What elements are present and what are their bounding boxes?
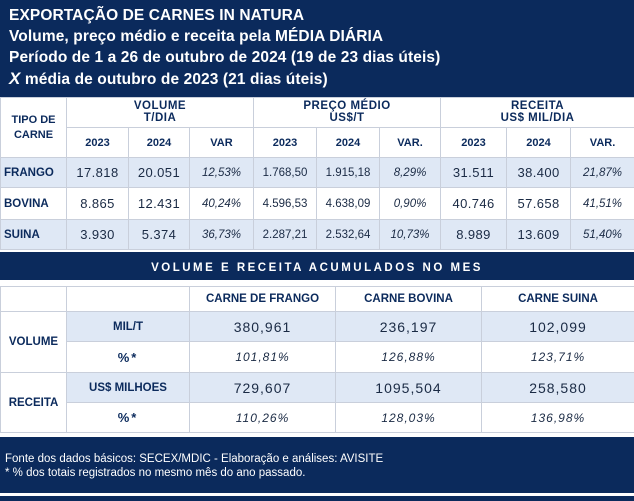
receita-row-label: RECEITA — [0, 372, 67, 433]
row-label-suina: SUINA — [0, 219, 67, 250]
table-row: SUINA 3.930 5.374 36,73% 2.287,21 2.532,… — [0, 219, 634, 250]
receita-pct-label: %* — [66, 402, 190, 433]
cell-value: 8,29% — [378, 157, 442, 188]
cell-value: 0,90% — [378, 187, 442, 220]
cell-value: 4.596,53 — [253, 187, 317, 220]
footnote: * % dos totais registrados no mesmo mês … — [5, 467, 306, 479]
cell-value: 12.431 — [128, 187, 190, 220]
cell-value: 1.768,50 — [253, 157, 317, 188]
vol-2023-header: 2023 — [66, 127, 129, 158]
preco-header: PREÇO MÉDIO US$/T — [252, 97, 442, 128]
source-footer: Fonte dos dados básicos: SECEX/MDIC - El… — [0, 437, 634, 493]
cell-value: 5.374 — [128, 219, 190, 250]
row-label-bovina: BOVINA — [0, 187, 67, 220]
col-header-frango: CARNE DE FRANGO — [189, 286, 336, 312]
header-comparison-text: média de outubro de 2023 (21 dias úteis) — [20, 71, 328, 88]
cell-value: 38.400 — [506, 157, 572, 188]
header-subtitle: Volume, preço médio e receita pela MÉDIA… — [9, 28, 384, 45]
header-x-mark: X — [9, 69, 21, 88]
volume-unit-label: MIL/T — [66, 311, 190, 342]
volume-header: VOLUME T/DIA — [66, 97, 254, 128]
vol-2024-header: 2024 — [128, 127, 190, 158]
cell-value: 41,51% — [570, 187, 634, 220]
cell-value: 4.638,09 — [316, 187, 380, 220]
volume-row-label: VOLUME — [0, 311, 67, 373]
cell-value: 2.287,21 — [253, 219, 317, 250]
cell-value: 101,81% — [189, 341, 336, 373]
cell-value: 1.915,18 — [316, 157, 380, 188]
cell-value: 3.930 — [66, 219, 129, 250]
volume-pct-label: %* — [66, 341, 190, 373]
cell-value: 10,73% — [378, 219, 442, 250]
cell-value: 2.532,64 — [316, 219, 380, 250]
cell-value: 51,40% — [570, 219, 634, 250]
bottom-border — [0, 496, 634, 501]
cell-value: 57.658 — [506, 187, 572, 220]
empty-corner — [66, 286, 190, 312]
receita-2024-header: 2024 — [506, 127, 572, 158]
cell-value: 128,03% — [335, 402, 482, 433]
cell-value: 40.746 — [440, 187, 508, 220]
cell-value: 36,73% — [189, 219, 254, 250]
daily-average-table: TIPO DE CARNE VOLUME T/DIA PREÇO MÉDIO US$… — [0, 97, 634, 250]
preco-2023-header: 2023 — [253, 127, 317, 158]
header-period: Período de 1 a 26 de outubro de 2024 (19… — [9, 49, 441, 66]
table-row: FRANGO 17.818 20.051 12,53% 1.768,50 1.9… — [0, 157, 634, 188]
section-divider — [0, 252, 634, 258]
cell-value: 17.818 — [66, 157, 129, 188]
cell-value: 126,88% — [335, 341, 482, 373]
cell-value: 20.051 — [128, 157, 190, 188]
cell-value: 31.511 — [440, 157, 508, 188]
cell-value: 8.989 — [440, 219, 508, 250]
preco-var-header: VAR. — [378, 127, 442, 158]
receita-header: RECEITA US$ MIL/DIA — [440, 97, 634, 128]
cell-value: 123,71% — [481, 341, 634, 373]
cell-value: 110,26% — [189, 402, 336, 433]
vol-var-header: VAR — [189, 127, 254, 158]
table-row: BOVINA 8.865 12.431 40,24% 4.596,53 4.63… — [0, 187, 634, 220]
cell-value: 102,099 — [481, 311, 634, 342]
cell-value: 21,87% — [570, 157, 634, 188]
receita-unit-label: US$ MILHOES — [66, 372, 190, 403]
cell-value: 729,607 — [189, 372, 336, 403]
cell-value: 1095,504 — [335, 372, 482, 403]
cell-value: 236,197 — [335, 311, 482, 342]
tipo-header: TIPO DE CARNE — [0, 97, 67, 158]
accumulated-section-title: VOLUME E RECEITA ACUMULADOS NO MES — [0, 258, 634, 280]
receita-2023-header: 2023 — [440, 127, 508, 158]
cell-value: 8.865 — [66, 187, 129, 220]
cell-value: 12,53% — [189, 157, 254, 188]
cell-value: 40,24% — [189, 187, 254, 220]
cell-value: 380,961 — [189, 311, 336, 342]
row-label-frango: FRANGO — [0, 157, 67, 188]
accumulated-table: CARNE DE FRANGO CARNE BOVINA CARNE SUINA… — [0, 286, 634, 433]
header-comparison: X média de outubro de 2023 (21 dias útei… — [9, 68, 634, 90]
preco-2024-header: 2024 — [316, 127, 380, 158]
report-header: EXPORTAÇÃO DE CARNES IN NATURA Volume, p… — [0, 0, 634, 97]
cell-value: 136,98% — [481, 402, 634, 433]
col-header-suina: CARNE SUINA — [481, 286, 634, 312]
receita-var-header: VAR. — [570, 127, 634, 158]
header-title: EXPORTAÇÃO DE CARNES IN NATURA — [9, 7, 305, 24]
source-note: Fonte dos dados básicos: SECEX/MDIC - El… — [5, 453, 384, 465]
col-header-bovina: CARNE BOVINA — [335, 286, 482, 312]
cell-value: 258,580 — [481, 372, 634, 403]
cell-value: 13.609 — [506, 219, 572, 250]
empty-corner — [0, 286, 67, 312]
